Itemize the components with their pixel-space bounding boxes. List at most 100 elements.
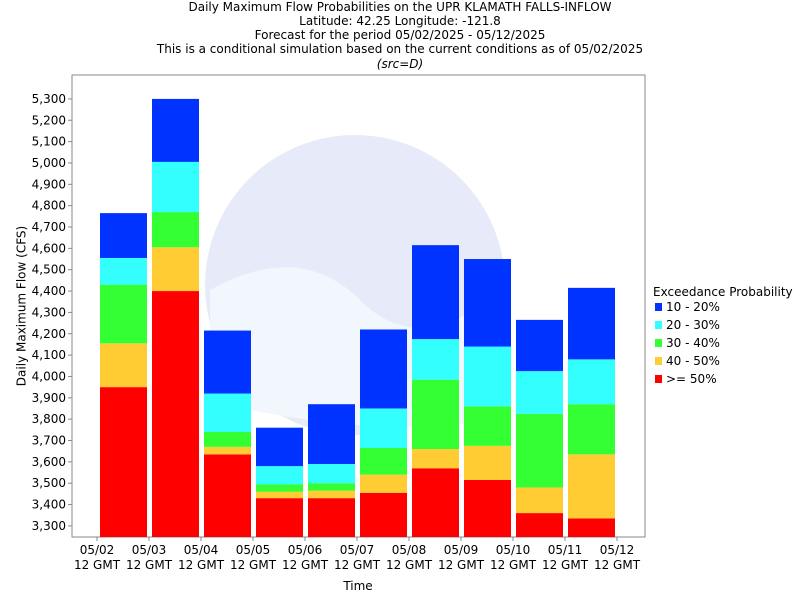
x-tick-label: 05/05 12 GMT (230, 543, 277, 572)
bar-segment (204, 454, 251, 537)
bar-segment (256, 491, 303, 499)
bar-segment (152, 161, 199, 213)
x-tick-label: 05/12 12 GMT (594, 543, 641, 572)
y-axis-label: Daily Maximum Flow (CFS) (15, 226, 29, 386)
y-tick-label: 4,700 (32, 220, 66, 234)
bar-segment (516, 413, 563, 488)
bar-segment (256, 466, 303, 485)
bar-segment (412, 339, 459, 380)
bar-segment (412, 245, 459, 340)
legend-swatch (655, 357, 662, 365)
subtitle: (src=D) (377, 57, 423, 71)
x-tick-label: 05/10 12 GMT (490, 543, 537, 572)
title-line: Daily Maximum Flow Probabilities on the … (188, 0, 611, 14)
bar-segment (464, 259, 511, 347)
x-tick-label: 05/08 12 GMT (386, 543, 433, 572)
y-tick-label: 4,200 (32, 327, 66, 341)
legend-label: 40 - 50% (666, 354, 720, 368)
bar-segment (100, 284, 147, 344)
x-tick-label: 05/07 12 GMT (334, 543, 381, 572)
bar-segment (308, 483, 355, 491)
title-line: Forecast for the period 05/02/2025 - 05/… (255, 28, 546, 42)
y-tick-label: 3,800 (32, 412, 66, 426)
bar-segment (256, 427, 303, 467)
y-tick-label: 4,900 (32, 177, 66, 191)
bar-segment (100, 387, 147, 537)
x-tick-label: 05/02 12 GMT (74, 543, 121, 572)
bar-segment (568, 518, 615, 537)
x-tick-label: 05/06 12 GMT (282, 543, 329, 572)
bar-segment (412, 449, 459, 469)
bar-segment (568, 454, 615, 519)
y-tick-label: 3,900 (32, 391, 66, 405)
bar-segment (152, 98, 199, 162)
y-tick-label: 4,500 (32, 263, 66, 277)
legend-label: >= 50% (666, 372, 717, 386)
bar-segment (360, 447, 407, 475)
y-tick-label: 3,400 (32, 498, 66, 512)
bar-segment (568, 287, 615, 360)
y-tick-label: 5,000 (32, 156, 66, 170)
x-tick-label: 05/09 12 GMT (438, 543, 485, 572)
x-axis-label: Time (342, 579, 372, 593)
legend-swatch (655, 303, 662, 311)
bar-segment (152, 247, 199, 292)
y-tick-label: 3,500 (32, 476, 66, 490)
bar-segment (360, 474, 407, 493)
title-line: This is a conditional simulation based o… (156, 42, 643, 56)
legend-label: 20 - 30% (666, 318, 720, 332)
bar-segment (516, 371, 563, 414)
bar-segment (204, 446, 251, 455)
bar-segment (464, 445, 511, 480)
y-tick-label: 4,000 (32, 369, 66, 383)
y-tick-label: 4,100 (32, 348, 66, 362)
bar-segment (152, 291, 199, 537)
bar-segment (568, 359, 615, 405)
x-tick-label: 05/03 12 GMT (126, 543, 173, 572)
bar-segment (412, 379, 459, 450)
legend-swatch (655, 339, 662, 347)
y-tick-label: 3,600 (32, 455, 66, 469)
bar-segment (308, 404, 355, 464)
legend-swatch (655, 375, 662, 383)
bar-segment (568, 404, 615, 455)
bar-segment (516, 487, 563, 514)
x-tick-label: 05/11 12 GMT (542, 543, 589, 572)
bar-segment (256, 484, 303, 492)
bar-segment (308, 490, 355, 499)
bar-segment (100, 343, 147, 388)
bar-segment (360, 329, 407, 409)
bar-segment (516, 513, 563, 537)
bar-segment (412, 468, 459, 537)
legend-label: 30 - 40% (666, 336, 720, 350)
bar-segment (308, 498, 355, 537)
legend-swatch (655, 321, 662, 329)
plot-frame (71, 74, 646, 538)
y-tick-label: 4,800 (32, 199, 66, 213)
legend-title: Exceedance Probability (653, 285, 793, 299)
y-tick-label: 5,300 (32, 92, 66, 106)
y-tick-label: 4,600 (32, 241, 66, 255)
bar-segment (308, 463, 355, 484)
x-tick-label: 05/04 12 GMT (178, 543, 225, 572)
bar-segment (152, 212, 199, 248)
bar-segment (360, 408, 407, 448)
bar-segment (204, 393, 251, 432)
y-tick-label: 4,400 (32, 284, 66, 298)
y-tick-label: 3,700 (32, 434, 66, 448)
bar-segment (100, 257, 147, 285)
bar-segment (464, 406, 511, 446)
y-tick-label: 3,300 (32, 519, 66, 533)
bar-segment (516, 319, 563, 372)
bar-segment (100, 213, 147, 258)
y-tick-label: 5,200 (32, 113, 66, 127)
bar-segment (464, 479, 511, 537)
bar-segment (204, 330, 251, 394)
y-tick-label: 4,300 (32, 305, 66, 319)
y-tick-label: 5,100 (32, 135, 66, 149)
bar-segment (360, 492, 407, 537)
bar-segment (464, 346, 511, 407)
legend-label: 10 - 20% (666, 300, 720, 314)
bar-segment (204, 431, 251, 447)
